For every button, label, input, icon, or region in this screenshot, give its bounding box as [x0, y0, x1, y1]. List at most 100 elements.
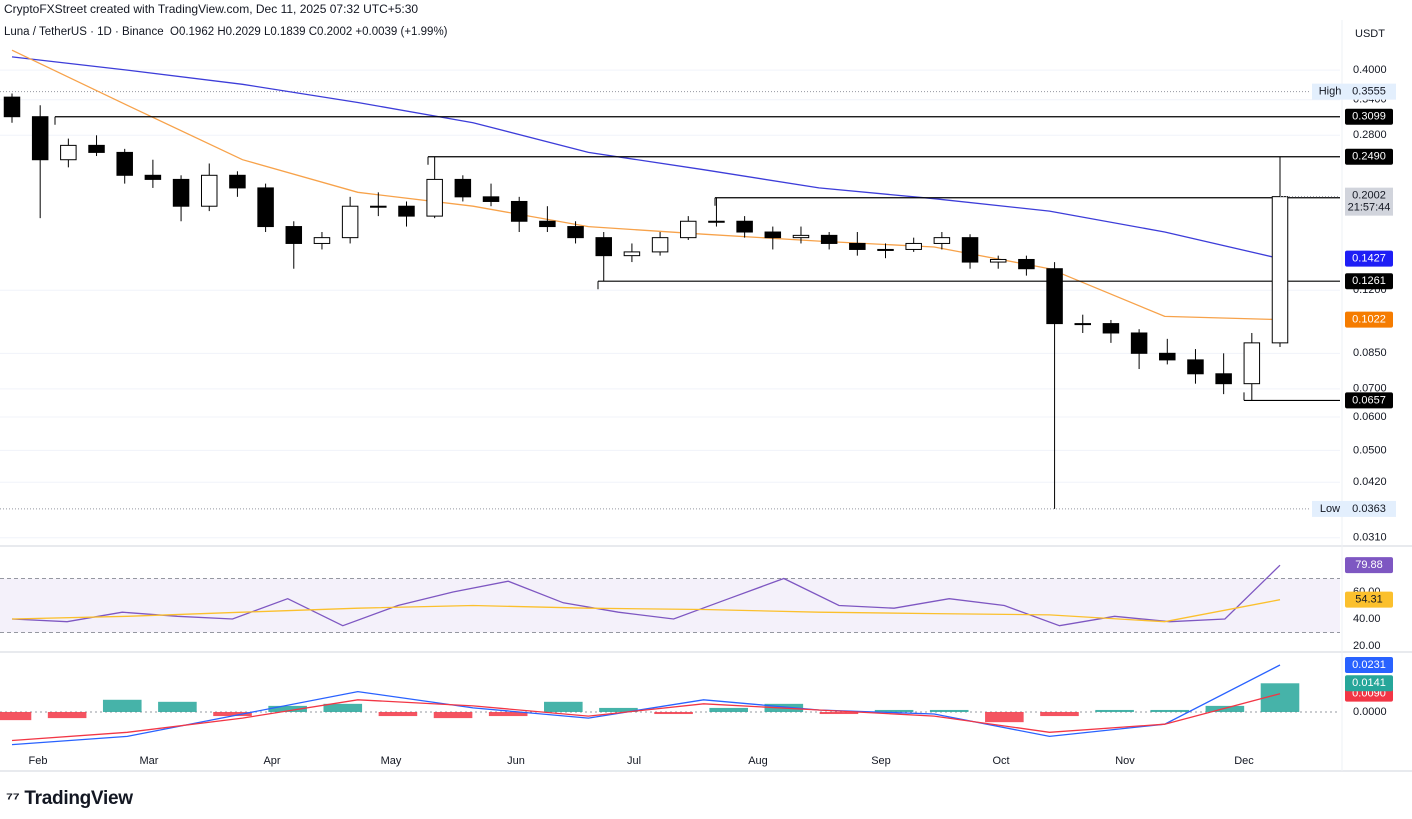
- value-badge: 0.1022: [1352, 314, 1386, 326]
- value-badge: 0.1427: [1352, 252, 1386, 264]
- indicator-line: [11, 599, 1281, 623]
- y-tick-label: 0.0500: [1353, 444, 1387, 456]
- histogram-bar: [709, 707, 748, 712]
- histogram-bar: [1150, 709, 1190, 712]
- y-tick-label: 0.0310: [1353, 532, 1387, 544]
- candle-body: [736, 220, 753, 233]
- indicator-line: [11, 693, 1281, 742]
- candle-body: [229, 174, 246, 189]
- symbol: Luna / TetherUS · 1D · Binance: [4, 26, 164, 38]
- histogram-bar: [268, 705, 307, 712]
- histogram-bar: [488, 711, 528, 717]
- histogram-bar: [102, 699, 142, 712]
- y-tick-label: 0.2800: [1353, 129, 1387, 141]
- hist-badge: 0.0141: [1352, 677, 1386, 689]
- level-badge: 0.0657: [1352, 394, 1386, 406]
- x-tick-label: Oct: [992, 755, 1009, 767]
- candle-body: [1243, 342, 1261, 385]
- rsi-band: [0, 578, 1340, 633]
- x-tick-label: Jul: [627, 755, 641, 767]
- level-badge-bg: [1345, 273, 1393, 290]
- candle-body: [539, 220, 556, 228]
- candle-body: [1215, 373, 1232, 385]
- x-tick-label: Sep: [871, 755, 891, 767]
- extreme-value: 0.0363: [1352, 503, 1386, 515]
- histogram-bar: [323, 703, 363, 712]
- x-tick-label: Dec: [1234, 755, 1254, 767]
- histogram-bar: [929, 709, 969, 712]
- level-badge-bg: [1345, 392, 1393, 409]
- candle-body: [1271, 196, 1289, 344]
- histogram-bar: [433, 711, 473, 719]
- ohlc: O0.1962 H0.2029 L0.1839 C0.2002 +0.0039 …: [170, 26, 448, 38]
- candle-body: [1018, 258, 1035, 270]
- candle-body: [820, 234, 838, 244]
- histogram-bar: [1040, 711, 1079, 717]
- hist-badge-bg: [1345, 675, 1393, 692]
- candle-body: [792, 234, 810, 239]
- candle-body: [651, 237, 669, 253]
- candle-body: [905, 242, 922, 250]
- histogram-bar: [819, 711, 859, 715]
- histogram-bar: [874, 709, 914, 712]
- brand: ⁷⁷ TradingView: [6, 788, 133, 809]
- x-tick-label: May: [381, 755, 402, 767]
- candle-body: [88, 144, 105, 153]
- level-badge: 0.2490: [1352, 151, 1386, 163]
- candle-body: [961, 237, 979, 263]
- y-tick-label: 20.00: [1353, 640, 1381, 652]
- candle-body: [257, 187, 274, 228]
- candle-body: [989, 258, 1007, 263]
- indicator-line: [11, 564, 1281, 627]
- x-tick-label: Aug: [748, 755, 768, 767]
- candle-body: [1130, 332, 1148, 354]
- candle-body: [398, 205, 415, 217]
- indicator-line: [11, 49, 1281, 321]
- candle-body: [370, 205, 387, 208]
- value-badge-bg: [1345, 250, 1393, 267]
- value-badge: 0.0231: [1352, 659, 1386, 671]
- level-badge: 0.1261: [1352, 275, 1386, 287]
- histogram-bar: [544, 701, 583, 712]
- y-tick-label: 0.0850: [1353, 347, 1387, 359]
- candle-body: [482, 196, 500, 202]
- candle-body: [116, 151, 133, 176]
- candle-body: [933, 237, 951, 244]
- value-badge-bg: [1345, 311, 1393, 328]
- histogram-bar: [158, 701, 197, 712]
- histogram-bar: [654, 711, 693, 715]
- histogram-bar: [47, 711, 87, 719]
- histogram-bar: [985, 711, 1024, 723]
- value-badge: 54.31: [1355, 594, 1383, 606]
- value-badge: 79.88: [1355, 559, 1383, 571]
- x-tick-label: Mar: [140, 755, 159, 767]
- x-tick-label: Nov: [1115, 755, 1135, 767]
- candle-body: [426, 178, 443, 217]
- candle-body: [1046, 268, 1063, 325]
- level-badge-bg: [1345, 108, 1393, 125]
- candle-body: [31, 116, 49, 161]
- candle-body: [1159, 352, 1176, 361]
- histogram-bar: [213, 711, 252, 717]
- candle-body: [849, 242, 866, 250]
- y-tick-label: 0.0700: [1353, 383, 1387, 395]
- currency: USDT: [1355, 28, 1385, 40]
- candle-body: [680, 220, 697, 239]
- candle-body: [60, 144, 77, 161]
- candle-body: [1187, 359, 1204, 375]
- candle-body: [764, 231, 782, 239]
- y-tick-label: 40.00: [1353, 613, 1381, 625]
- histogram-bar: [599, 707, 638, 712]
- x-tick-label: Jun: [507, 755, 525, 767]
- y-tick-label: 0.0420: [1353, 476, 1387, 488]
- indicator-line: [11, 56, 1281, 260]
- y-tick-label: 0.0000: [1353, 706, 1387, 718]
- brand-text: TradingView: [24, 788, 133, 809]
- candle-body: [1074, 323, 1092, 326]
- candle-body: [1102, 323, 1120, 334]
- y-tick-label: 0.4000: [1353, 64, 1387, 76]
- extreme-label: High: [1319, 86, 1342, 98]
- indicator-line: [11, 664, 1281, 746]
